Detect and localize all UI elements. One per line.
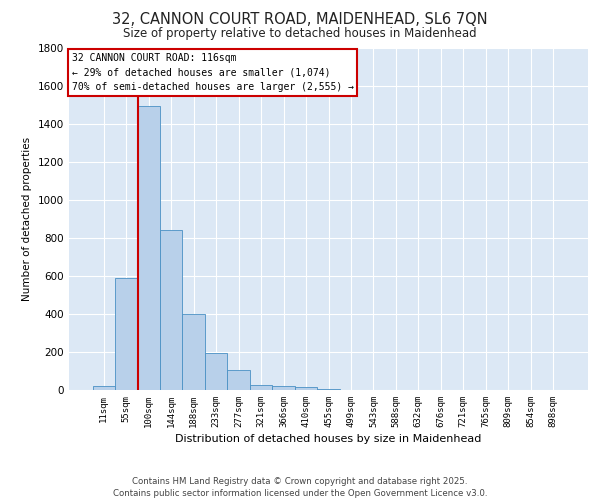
X-axis label: Distribution of detached houses by size in Maidenhead: Distribution of detached houses by size …	[175, 434, 482, 444]
Bar	[160, 230, 182, 390]
Text: 32 CANNON COURT ROAD: 116sqm
← 29% of detached houses are smaller (1,074)
70% of: 32 CANNON COURT ROAD: 116sqm ← 29% of de…	[71, 52, 353, 92]
Bar	[92, 386, 115, 390]
Text: Size of property relative to detached houses in Maidenhead: Size of property relative to detached ho…	[123, 28, 477, 40]
Bar	[115, 278, 137, 390]
Bar	[227, 370, 250, 390]
Bar	[250, 385, 272, 390]
Text: 32, CANNON COURT ROAD, MAIDENHEAD, SL6 7QN: 32, CANNON COURT ROAD, MAIDENHEAD, SL6 7…	[112, 12, 488, 28]
Y-axis label: Number of detached properties: Number of detached properties	[22, 136, 32, 301]
Bar	[317, 389, 340, 390]
Bar	[272, 386, 295, 390]
Text: Contains HM Land Registry data © Crown copyright and database right 2025.
Contai: Contains HM Land Registry data © Crown c…	[113, 476, 487, 498]
Bar	[205, 353, 227, 390]
Bar	[182, 314, 205, 390]
Bar	[295, 387, 317, 390]
Bar	[137, 106, 160, 390]
